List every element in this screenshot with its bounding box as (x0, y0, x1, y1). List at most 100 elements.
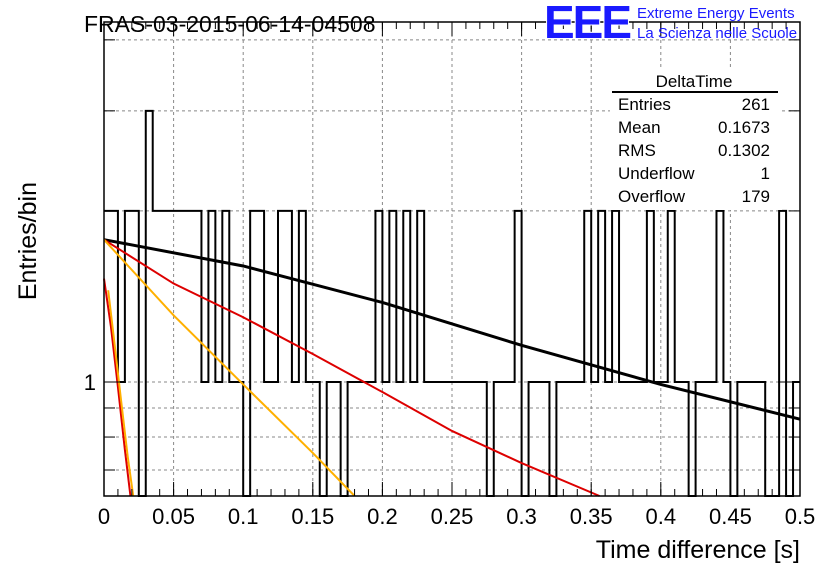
histogram-bin (271, 382, 278, 496)
stats-box (610, 70, 782, 210)
histogram-bin (626, 382, 633, 496)
run-title: FRAS-03-2015-06-14-04508 (84, 11, 376, 37)
eee-logo: EEE (544, 0, 630, 48)
histogram-bin (396, 382, 403, 496)
y-tick-labels: 1 (84, 370, 96, 395)
histogram-bin (146, 111, 153, 496)
histogram-bin (368, 382, 375, 496)
x-tick-label: 0.4 (646, 504, 677, 529)
histogram-bin (236, 382, 243, 496)
histogram-bin (188, 211, 195, 496)
histogram-bin (696, 382, 703, 496)
histogram-bin (375, 211, 382, 496)
histogram-bin (682, 382, 689, 496)
x-tick-label: 0.5 (785, 504, 816, 529)
histogram-bin (640, 382, 647, 496)
fit-curve (107, 290, 135, 497)
histogram-bin (459, 382, 466, 496)
stats-label: Entries (618, 95, 671, 114)
histogram-bin (327, 382, 334, 496)
histogram-bin (494, 382, 501, 496)
histogram-bin (612, 211, 619, 496)
x-tick-label: 0.3 (506, 504, 537, 529)
histogram-bin (661, 382, 668, 496)
histogram-bin (424, 382, 431, 496)
stats-rows: Entries 261 Mean 0.1673 RMS 0.1302 Underflow 1 O… (618, 95, 770, 206)
histogram-bin (452, 382, 459, 496)
histogram-bin (598, 211, 605, 496)
x-tick-label: 0.15 (291, 504, 334, 529)
histogram-bin (257, 211, 264, 496)
y-tick-label: 1 (84, 370, 96, 395)
logo-line-2: La Scienza nelle Scuole (637, 25, 797, 42)
x-tick-label: 0.1 (228, 504, 259, 529)
histogram-bin (299, 211, 306, 496)
histogram-bin (362, 382, 369, 496)
histogram-bin (605, 382, 612, 496)
histogram-bin (313, 382, 320, 496)
x-tick-labels: 0 0.05 0.1 0.15 0.2 0.25 0.3 0.35 0.4 0.45 0.5 (98, 504, 815, 529)
x-tick-label: 0.05 (152, 504, 195, 529)
x-tick-label: 0.25 (431, 504, 474, 529)
histogram-bin (264, 382, 271, 496)
y-axis-label: Entries/bin (14, 182, 42, 300)
histogram-bin (153, 211, 160, 496)
histogram-bin (501, 382, 508, 496)
histogram-outline (104, 109, 800, 497)
histogram-bin (591, 382, 598, 496)
fit-curve (103, 278, 132, 497)
histogram-bins (104, 109, 800, 497)
histogram-bin (563, 382, 570, 496)
fit-curve (103, 238, 356, 497)
x-tick-label: 0 (98, 504, 110, 529)
histogram-bin (132, 211, 139, 496)
histogram-bin (355, 382, 362, 496)
histogram-bin (779, 211, 786, 496)
histogram-bin (160, 211, 167, 496)
histogram-bin (201, 382, 208, 496)
histogram-bin (215, 382, 222, 496)
histogram-bin (647, 211, 654, 496)
stats-label: Mean (618, 118, 661, 137)
fit-curve (103, 238, 801, 421)
histogram-bin (716, 211, 723, 496)
stats-value: 179 (742, 187, 770, 206)
stats-label: Underflow (618, 164, 695, 183)
histogram-bin (542, 382, 549, 496)
histogram-bin (654, 382, 661, 496)
histogram-bin (250, 211, 257, 496)
histogram-bin (675, 382, 682, 496)
stats-title: DeltaTime (656, 72, 733, 91)
histogram-bin (536, 382, 543, 496)
stats-value: 0.1673 (718, 118, 770, 137)
histogram-bin (515, 211, 522, 496)
histogram-bin (570, 382, 577, 496)
histogram-bin (473, 382, 480, 496)
histogram-bin (438, 382, 445, 496)
stats-label: Overflow (618, 187, 686, 206)
axis-ticks (103, 22, 801, 496)
stats-value: 261 (742, 95, 770, 114)
histogram-bin (508, 382, 515, 496)
fit-curves (103, 238, 801, 497)
histogram-bin (758, 382, 765, 496)
histogram-bin (793, 382, 800, 496)
histogram-bin (285, 211, 292, 496)
histogram-bin (229, 382, 236, 496)
histogram-bin (737, 382, 744, 496)
histogram-bin (744, 382, 751, 496)
histogram-bin (348, 382, 355, 496)
histogram-bin (403, 211, 410, 496)
histogram-bin (668, 211, 675, 496)
histogram-bin (480, 382, 487, 496)
histogram-bin (584, 211, 591, 496)
stats-label: RMS (618, 141, 656, 160)
logo-line-1: Extreme Energy Events (637, 5, 795, 22)
histogram-bin (633, 382, 640, 496)
histogram-bin (529, 382, 536, 496)
histogram-bin (445, 382, 452, 496)
histogram-bin (619, 382, 626, 496)
histogram-bin (104, 211, 111, 496)
histogram-bin (278, 211, 285, 496)
